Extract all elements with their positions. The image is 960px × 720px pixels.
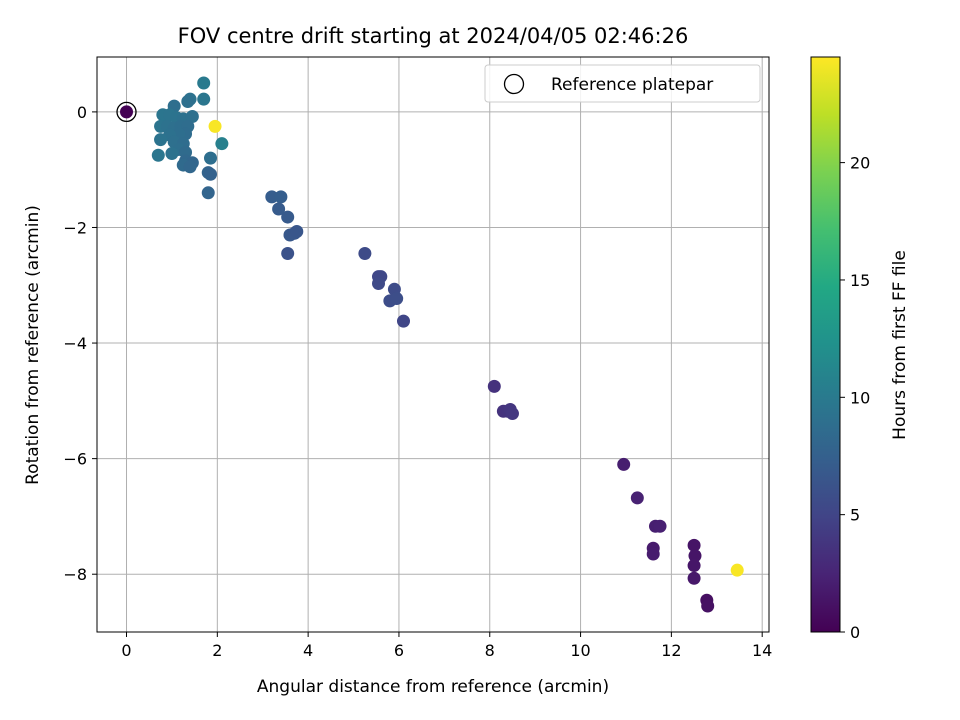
data-point — [687, 559, 701, 573]
y-tick-label: −2 — [63, 218, 87, 237]
data-point — [272, 202, 286, 216]
reference-point — [120, 105, 134, 119]
y-axis-label: Rotation from reference (arcmin) — [23, 205, 43, 485]
data-point — [154, 133, 168, 147]
data-point — [687, 571, 701, 585]
grid-lines — [97, 57, 769, 632]
data-point — [290, 225, 304, 239]
data-point — [201, 186, 215, 200]
data-point — [204, 167, 218, 181]
data-point — [197, 76, 211, 90]
colorbar-tick-label: 0 — [850, 623, 860, 642]
x-tick-label: 0 — [121, 641, 131, 660]
data-point — [151, 148, 165, 162]
reference-marker — [116, 101, 137, 123]
data-point — [372, 277, 386, 291]
data-point — [185, 110, 199, 124]
x-tick-label: 6 — [394, 641, 404, 660]
data-point — [487, 379, 501, 393]
colorbar-tick-label: 15 — [850, 271, 870, 290]
x-tick-label: 10 — [570, 641, 590, 660]
x-tick-label: 8 — [485, 641, 495, 660]
data-point — [390, 292, 404, 306]
x-tick-label: 4 — [303, 641, 313, 660]
colorbar — [810, 56, 841, 633]
x-axis-label: Angular distance from reference (arcmin) — [257, 677, 609, 697]
x-tick-label: 14 — [752, 641, 772, 660]
data-point — [617, 457, 631, 471]
data-point — [505, 407, 519, 421]
data-point — [687, 538, 701, 552]
data-point — [630, 491, 644, 505]
data-point — [208, 119, 222, 133]
colorbar-tick-label: 10 — [850, 388, 870, 407]
colorbar-ticks: 0 5 10 15 20 — [840, 154, 870, 642]
data-point — [204, 151, 218, 165]
data-point — [653, 519, 667, 533]
x-axis-ticks: 0 2 4 6 8 10 12 14 — [121, 632, 772, 660]
colorbar-tick-label: 20 — [850, 154, 870, 173]
y-tick-label: −4 — [63, 334, 87, 353]
data-point — [215, 137, 229, 151]
x-tick-label: 2 — [212, 641, 222, 660]
x-tick-label: 12 — [661, 641, 681, 660]
chart-title: FOV centre drift starting at 2024/04/05 … — [178, 24, 689, 48]
data-point — [358, 246, 372, 260]
data-point — [396, 314, 410, 328]
colorbar-tick-label: 5 — [850, 506, 860, 525]
data-point — [274, 190, 288, 204]
data-point — [265, 190, 279, 204]
colorbar-label: Hours from first FF file — [890, 250, 910, 440]
y-tick-label: −8 — [63, 565, 87, 584]
y-tick-label: −6 — [63, 450, 87, 469]
data-point — [183, 160, 197, 174]
data-point — [281, 246, 295, 260]
data-point — [701, 599, 715, 613]
legend: Reference platepar — [484, 64, 761, 103]
data-points — [116, 76, 744, 613]
legend-marker — [503, 73, 525, 95]
y-axis-ticks: 0 −2 −4 −6 −8 — [63, 103, 97, 584]
data-point — [165, 147, 179, 161]
legend-box — [484, 64, 761, 103]
data-point — [181, 94, 195, 108]
data-point — [688, 549, 702, 563]
data-point — [281, 210, 295, 224]
data-point — [730, 563, 744, 577]
data-point — [646, 547, 660, 561]
data-point — [197, 92, 211, 106]
plot-frame — [96, 56, 770, 633]
y-tick-label: 0 — [77, 103, 87, 122]
legend-entry-reference: Reference platepar — [551, 75, 713, 95]
